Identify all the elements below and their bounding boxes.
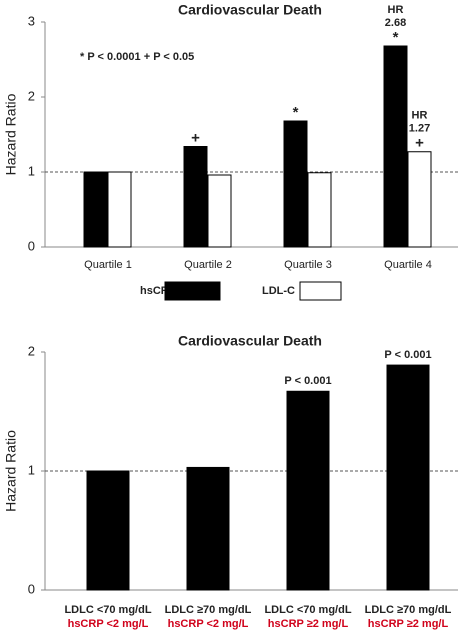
x-tick-label: Quartile 4 bbox=[384, 259, 432, 271]
significance-marker: * bbox=[393, 29, 399, 46]
significance-marker: + bbox=[415, 135, 424, 152]
x-tick-sublabel: hsCRP ≥2 mg/L bbox=[368, 618, 449, 630]
x-tick-label: Quartile 1 bbox=[84, 259, 132, 271]
y-tick-label: 1 bbox=[28, 462, 35, 477]
bar bbox=[386, 364, 430, 591]
bar bbox=[283, 120, 308, 248]
y-tick-label: 3 bbox=[28, 13, 35, 28]
x-tick-label: LDLC ≥70 mg/dL bbox=[365, 604, 452, 616]
legend-swatch bbox=[299, 281, 342, 301]
y-tick-label: 0 bbox=[28, 238, 35, 253]
y-axis-title: Hazard Ratio bbox=[3, 93, 19, 175]
chart: Cardiovascular Death Hazard Ratio 0 1 2 3 * P … bbox=[3, 2, 458, 301]
bar bbox=[86, 470, 130, 591]
note: * P < 0.0001 + P < 0.05 bbox=[80, 51, 194, 63]
y-tick-label: 0 bbox=[28, 581, 35, 596]
bar bbox=[183, 146, 208, 248]
y-tick-label: 2 bbox=[28, 88, 35, 103]
value-label: 1.27 bbox=[409, 123, 430, 135]
x-tick-label: LDLC ≥70 mg/dL bbox=[165, 604, 252, 616]
bar bbox=[286, 390, 330, 591]
significance-marker: * bbox=[293, 104, 299, 121]
bar bbox=[207, 174, 232, 248]
x-tick-label: Quartile 3 bbox=[284, 259, 332, 271]
chart-title: Cardiovascular Death bbox=[178, 333, 322, 349]
x-tick-sublabel: hsCRP ≥2 mg/L bbox=[268, 618, 349, 630]
y-axis-title: Hazard Ratio bbox=[3, 430, 19, 512]
bar bbox=[307, 172, 332, 248]
chart-title: Cardiovascular Death bbox=[178, 2, 322, 18]
annotation: P < 0.001 bbox=[284, 375, 331, 387]
significance-marker: + bbox=[191, 129, 200, 146]
legend-label: LDL-C bbox=[262, 285, 295, 297]
bar bbox=[186, 466, 230, 591]
x-tick-sublabel: hsCRP <2 mg/L bbox=[168, 618, 249, 630]
x-tick-sublabel: hsCRP <2 mg/L bbox=[68, 618, 149, 630]
x-tick-label: LDLC <70 mg/dL bbox=[64, 604, 151, 616]
value-label-prefix: HR bbox=[412, 110, 428, 122]
annotation: P < 0.001 bbox=[384, 349, 431, 361]
y-tick-label: 2 bbox=[28, 343, 35, 358]
bar bbox=[383, 45, 408, 248]
value-label-prefix: HR bbox=[388, 4, 404, 16]
bar bbox=[407, 151, 432, 248]
value-label: 2.68 bbox=[385, 17, 406, 29]
y-tick-label: 1 bbox=[28, 163, 35, 178]
bar bbox=[83, 171, 108, 248]
legend-swatch bbox=[164, 281, 221, 301]
x-tick-label: LDLC <70 mg/dL bbox=[264, 604, 351, 616]
x-tick-label: Quartile 2 bbox=[184, 259, 232, 271]
bar bbox=[107, 171, 132, 248]
chart: Cardiovascular Death Hazard Ratio 0 1 2 LDLC … bbox=[3, 333, 458, 630]
